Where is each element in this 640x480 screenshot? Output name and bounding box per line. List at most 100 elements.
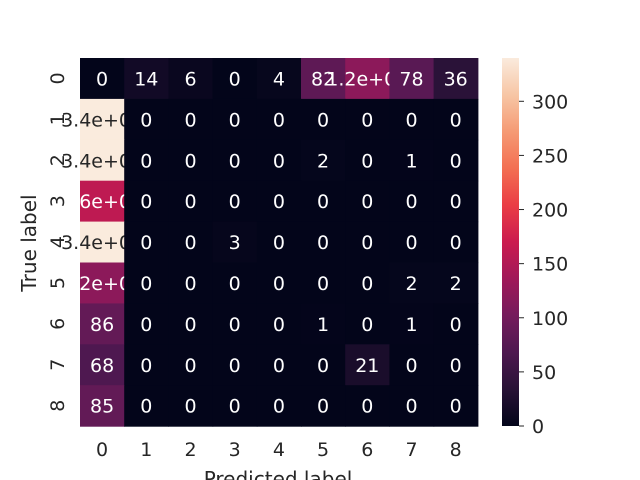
cell-value-label: 0: [317, 232, 329, 254]
cell-value-label: 0: [405, 396, 417, 418]
cell-value-label: 85: [90, 396, 114, 418]
cell-value-label: 0: [361, 314, 373, 336]
cell-value-label: 3.4e+02: [61, 232, 143, 254]
cell-value-label: 0: [184, 273, 196, 295]
heatmap-cell: [389, 262, 435, 304]
cell-value-label: 1: [317, 314, 329, 336]
heatmap-cell: [212, 139, 258, 182]
heatmap-cell: [80, 221, 125, 264]
colorbar-tick-label: 200: [532, 200, 568, 222]
heatmap-cell: [433, 385, 479, 427]
heatmap-cell: [301, 58, 346, 100]
heatmap-cell: [301, 344, 346, 386]
cell-value-label: 0: [184, 314, 196, 336]
colorbar-tick-label: 150: [532, 254, 568, 276]
heatmap-cell: [389, 180, 435, 223]
x-axis-label: Predicted label: [204, 467, 353, 480]
heatmap-cell: [301, 303, 346, 345]
cell-value-label: 0: [140, 191, 152, 213]
cell-value-label: 0: [317, 109, 329, 131]
cell-value-label: 0: [273, 150, 285, 172]
heatmap-cell: [80, 385, 125, 427]
cell-value-label: 0: [140, 150, 152, 172]
cell-value-label: 1: [405, 314, 417, 336]
heatmap-cell: [124, 180, 169, 223]
cell-value-label: 0: [273, 273, 285, 295]
heatmap-cell: [168, 58, 214, 100]
heatmap-cell: [124, 221, 169, 264]
cell-value-label: 1.2e+02: [326, 68, 408, 90]
cell-value-label: 0: [140, 314, 152, 336]
heatmap-cell: [256, 139, 302, 182]
heatmap-cell: [433, 180, 479, 223]
cell-value-label: 78: [399, 68, 423, 90]
heatmap-cell: [345, 262, 390, 304]
cell-value-label: 0: [184, 232, 196, 254]
y-tick-label: 2: [47, 154, 69, 166]
x-tick-label: 5: [317, 439, 329, 461]
y-tick-label: 6: [47, 318, 69, 330]
heatmap-cell: [256, 180, 302, 223]
cell-value-label: 0: [140, 109, 152, 131]
heatmap-cell: [256, 221, 302, 264]
y-tick-label: 4: [47, 236, 69, 248]
cell-value-label: 3: [229, 232, 241, 254]
x-tick-label: 7: [405, 439, 417, 461]
heatmap-cell: [433, 98, 479, 141]
cell-value-label: 86: [90, 314, 114, 336]
heatmap-cell: [345, 385, 390, 427]
heatmap-cell: [345, 221, 390, 264]
cell-value-label: 0: [273, 314, 285, 336]
heatmap-cell: [389, 98, 435, 141]
cell-value-label: 0: [361, 396, 373, 418]
heatmap-cell: [168, 344, 214, 386]
heatmap-cell: [124, 303, 169, 345]
heatmap-cell: [433, 221, 479, 264]
x-tick-label: 2: [184, 439, 196, 461]
heatmap-cell: [124, 58, 169, 100]
cell-value-label: 0: [361, 232, 373, 254]
cell-value-label: 1: [405, 150, 417, 172]
x-tick-label: 4: [273, 439, 285, 461]
heatmap-cell: [168, 385, 214, 427]
cell-value-label: 0: [361, 150, 373, 172]
cell-value-label: 0: [184, 355, 196, 377]
x-tick-label: 8: [450, 439, 462, 461]
heatmap-cell: [80, 98, 125, 141]
heatmap-cell: [301, 180, 346, 223]
heatmap-cell: [212, 58, 258, 100]
cell-value-label: 68: [90, 355, 114, 377]
heatmap-cell: [256, 344, 302, 386]
heatmap-cell: [345, 344, 390, 386]
cell-value-label: 14: [134, 68, 158, 90]
cell-value-label: 0: [361, 109, 373, 131]
heatmap-cell: [345, 139, 390, 182]
cell-value-label: 0: [229, 150, 241, 172]
colorbar-tick-label: 0: [532, 416, 544, 438]
colorbar-tick-label: 250: [532, 145, 568, 167]
heatmap-cell: [301, 385, 346, 427]
cell-value-label: 0: [361, 273, 373, 295]
heatmap-cell: [389, 385, 435, 427]
cell-value-label: 0: [317, 396, 329, 418]
cell-value-label: 0: [450, 396, 462, 418]
cell-value-label: 0: [405, 355, 417, 377]
cell-value-label: 0: [405, 232, 417, 254]
cell-value-label: 0: [229, 109, 241, 131]
heatmap-cell: [168, 180, 214, 223]
heatmap-cell: [256, 58, 302, 100]
heatmap-cell: [433, 139, 479, 182]
heatmap-cell: [80, 180, 125, 223]
x-axis-ticks: 0 1 2 3 4 5 6 7 8: [96, 439, 462, 461]
cell-value-label: 0: [317, 355, 329, 377]
heatmap-cell: [345, 58, 390, 100]
cell-value-label: 3.4e+02: [61, 109, 143, 131]
colorbar-tick-label: 300: [532, 91, 568, 113]
y-tick-label: 7: [47, 359, 69, 371]
heatmap-cell: [256, 385, 302, 427]
heatmap-cell: [433, 58, 479, 100]
cell-value-label: 0: [273, 191, 285, 213]
cell-value-label: 0: [140, 273, 152, 295]
cell-value-label: 0: [140, 232, 152, 254]
